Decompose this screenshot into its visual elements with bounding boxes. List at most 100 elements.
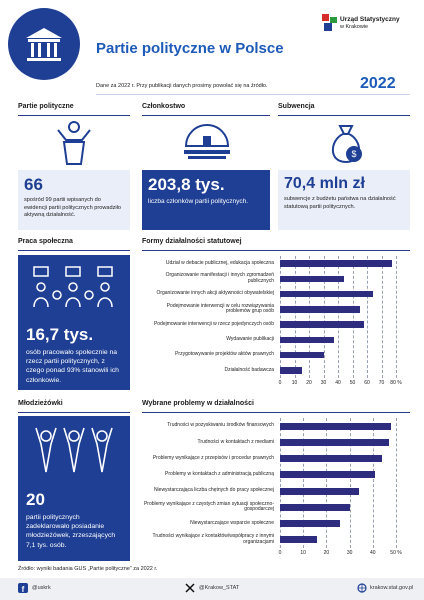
category-label: Wydawanie publikacji [226, 336, 274, 342]
category-label: Trudności w kontaktach z mediami [197, 438, 274, 445]
rule [18, 250, 130, 251]
category-label: Organizowanie innych akcji aktywności ob… [156, 290, 274, 297]
x-tick-label: 80 % [390, 380, 402, 386]
grid-line [338, 256, 339, 378]
org-city: w Krakowie [340, 24, 369, 30]
card-value: 66 [24, 175, 43, 194]
category-label: Przygotowywanie projektów aktów prawnych [175, 351, 274, 358]
bar [280, 536, 318, 544]
grid-line [326, 418, 328, 548]
category-label: Udział w debacie publicznej, edukacja sp… [165, 259, 274, 266]
website[interactable]: krakow.stat.gov.pl [370, 585, 414, 591]
card-text: subwencje z budżetu państwa na działalno… [284, 196, 396, 210]
category-label: Trudności wynikające z kontaktów/współpr… [152, 533, 274, 545]
x-tick-label: 50 % [390, 550, 402, 556]
card-heading: Partie polityczne [18, 103, 74, 110]
note: Dane za 2022 r. Przy publikacji danych p… [96, 83, 268, 89]
card-value: 20 [26, 490, 45, 509]
card-heading: Praca społeczna [18, 238, 73, 245]
svg-text:f: f [22, 585, 25, 593]
bar [280, 503, 350, 511]
rule [18, 412, 130, 413]
bar [280, 438, 390, 446]
logo-emblem [8, 8, 80, 80]
category-label: Problemy w kontaktach z administracją pu… [165, 471, 274, 477]
x-tick-label: 70 [378, 380, 385, 386]
bar [280, 336, 334, 344]
chart-title: Wybrane problemy w działalności [142, 400, 254, 407]
x-tick-label: 30 [320, 380, 327, 386]
grid-line [309, 256, 310, 378]
card-heading: Młodzieżówki [18, 400, 63, 407]
icon-speaker [57, 121, 91, 165]
category-label: Problemy wynikające z częstych zmian syt… [143, 500, 274, 513]
rule [18, 115, 130, 116]
chart: 0 10 20 30 40 50 60 70 80 % Udział w debacie publ… [142, 256, 410, 388]
grid-line [396, 256, 397, 378]
facebook-icon: f [18, 583, 28, 593]
facebook-handle[interactable]: @uskrk [32, 585, 51, 591]
category-label: Niewystarczające wsparcie społeczne [190, 519, 274, 526]
rule [142, 250, 410, 251]
grid-line [367, 256, 368, 378]
bar [280, 471, 376, 479]
x-tick-label: 40 [370, 550, 376, 556]
card-heading: Subwencja [278, 103, 315, 110]
grid-line [294, 256, 296, 378]
card-text: liczba członków partii politycznych. [148, 198, 249, 205]
bar [280, 306, 360, 313]
chart: 0 10 20 30 40 50 % Trudności w pozyskiwaniu śr… [142, 418, 410, 558]
card-box: 203,8 tys. liczba członków partii polity… [142, 170, 270, 230]
chart-title: Formy działalności statutowej [142, 238, 242, 245]
grid-line [352, 256, 354, 378]
bar [280, 351, 324, 359]
x-handle[interactable]: @Krakow_STAT [199, 585, 240, 591]
rule [142, 115, 270, 116]
rule [142, 412, 410, 413]
card-value: 203,8 tys. [148, 175, 225, 194]
x-tick-label: 30 [346, 550, 353, 556]
icon-assembly [184, 124, 230, 159]
card-heading: Członkostwo [142, 103, 186, 110]
separator [96, 94, 410, 95]
bar [280, 367, 302, 374]
bar [280, 290, 373, 298]
card-box: 20 partii politycznych zadeklarowało pos… [18, 416, 130, 561]
x-tick-label: 40 [335, 380, 341, 386]
card-text: osób pracowało społecznie na rzecz parti… [26, 349, 119, 384]
icon-youth [35, 427, 113, 473]
bar [280, 422, 392, 430]
category-label: Trudności w pozyskiwaniu środków finanso… [167, 422, 274, 429]
year: 2022 [360, 75, 396, 92]
rule [278, 115, 410, 116]
grid-line [280, 418, 281, 548]
x-tick-label: 20 [323, 550, 330, 556]
card-text: spośród 99 partii wpisanych do ewidencji… [24, 197, 122, 219]
grid-line [349, 418, 351, 548]
org-logo [322, 14, 337, 31]
org-name: Urząd Statystyczny [340, 16, 400, 23]
bar [280, 275, 344, 283]
grid-line [323, 256, 325, 378]
x-tick-label: 0 [278, 550, 282, 556]
bar [280, 260, 392, 267]
title: Partie polityczne w Polsce [96, 40, 284, 57]
bar [280, 321, 365, 328]
category-label: Działalność badawcza [224, 366, 274, 373]
header: Partie polityczne w Polsce Urząd Statyst… [0, 0, 424, 96]
x-tick-label: 10 [300, 550, 306, 556]
icon-crowd [33, 266, 113, 308]
card-box: 66 spośród 99 partii wpisanych do ewiden… [18, 170, 130, 230]
x-tick-label: 10 [291, 380, 298, 386]
bar [280, 520, 341, 528]
card-value: 16,7 tys. [26, 325, 94, 344]
icon-money-bag: $ [331, 125, 362, 164]
card-value: 70,4 mln zł [284, 175, 365, 192]
grid-line [396, 418, 397, 548]
grid-line [372, 418, 374, 548]
footer-bar: f @uskrk @Krakow_STAT krakow.stat.gov.pl [0, 578, 424, 600]
x-icon [185, 583, 195, 593]
bar [280, 455, 383, 463]
grid-line [280, 256, 281, 378]
